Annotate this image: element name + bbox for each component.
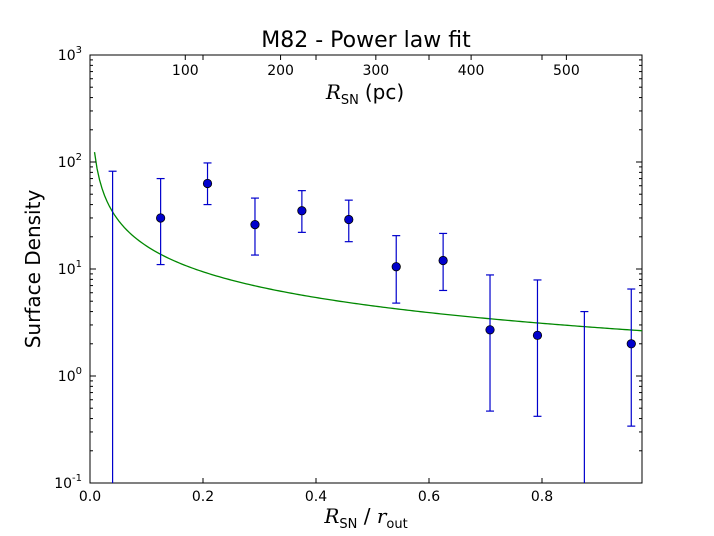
top-x-tick-label: 400 [458, 63, 485, 79]
data-point [250, 219, 260, 230]
data-point [344, 214, 354, 225]
x-tick-label: 0.2 [192, 489, 214, 505]
x-tick-label: 0.8 [531, 489, 553, 505]
top-x-tick-label: 200 [267, 63, 294, 79]
y-tick-label: 102 [58, 152, 82, 171]
x-tick-label: 0.4 [305, 489, 327, 505]
data-point [297, 206, 307, 216]
data-point [532, 330, 543, 340]
power-law-fit-line [93, 152, 643, 332]
chart-title: M82 - Power law fit [261, 28, 471, 53]
data-points [108, 162, 636, 483]
data-point [485, 325, 495, 335]
data-point [156, 213, 166, 223]
top-x-axis-label: RSN (pc) [325, 80, 404, 108]
x-tick-label: 0.0 [79, 489, 101, 505]
y-axis-label: Surface Density [21, 190, 45, 349]
x-axis-top: 100 200 300 400 500 [172, 55, 580, 79]
top-x-tick-label: 100 [172, 63, 199, 79]
top-x-tick-label: 300 [362, 63, 389, 79]
y-tick-label: 103 [58, 45, 82, 64]
y-tick-label: 100 [58, 366, 82, 385]
data-point [202, 178, 213, 189]
data-point [438, 255, 448, 266]
y-axis: 10-1 100 101 102 103 [54, 45, 642, 492]
data-point [626, 339, 636, 349]
top-x-tick-label: 500 [553, 63, 580, 79]
x-tick-label: 0.6 [418, 489, 440, 505]
plot-frame [89, 54, 643, 484]
data-point [391, 262, 401, 272]
plot-area [89, 54, 643, 484]
y-tick-label: 10-1 [54, 473, 82, 492]
y-tick-label: 101 [58, 259, 82, 278]
x-axis-bottom: 0.0 0.2 0.4 0.6 0.8 [79, 55, 553, 505]
x-axis-label: RSN / rout [323, 504, 407, 532]
